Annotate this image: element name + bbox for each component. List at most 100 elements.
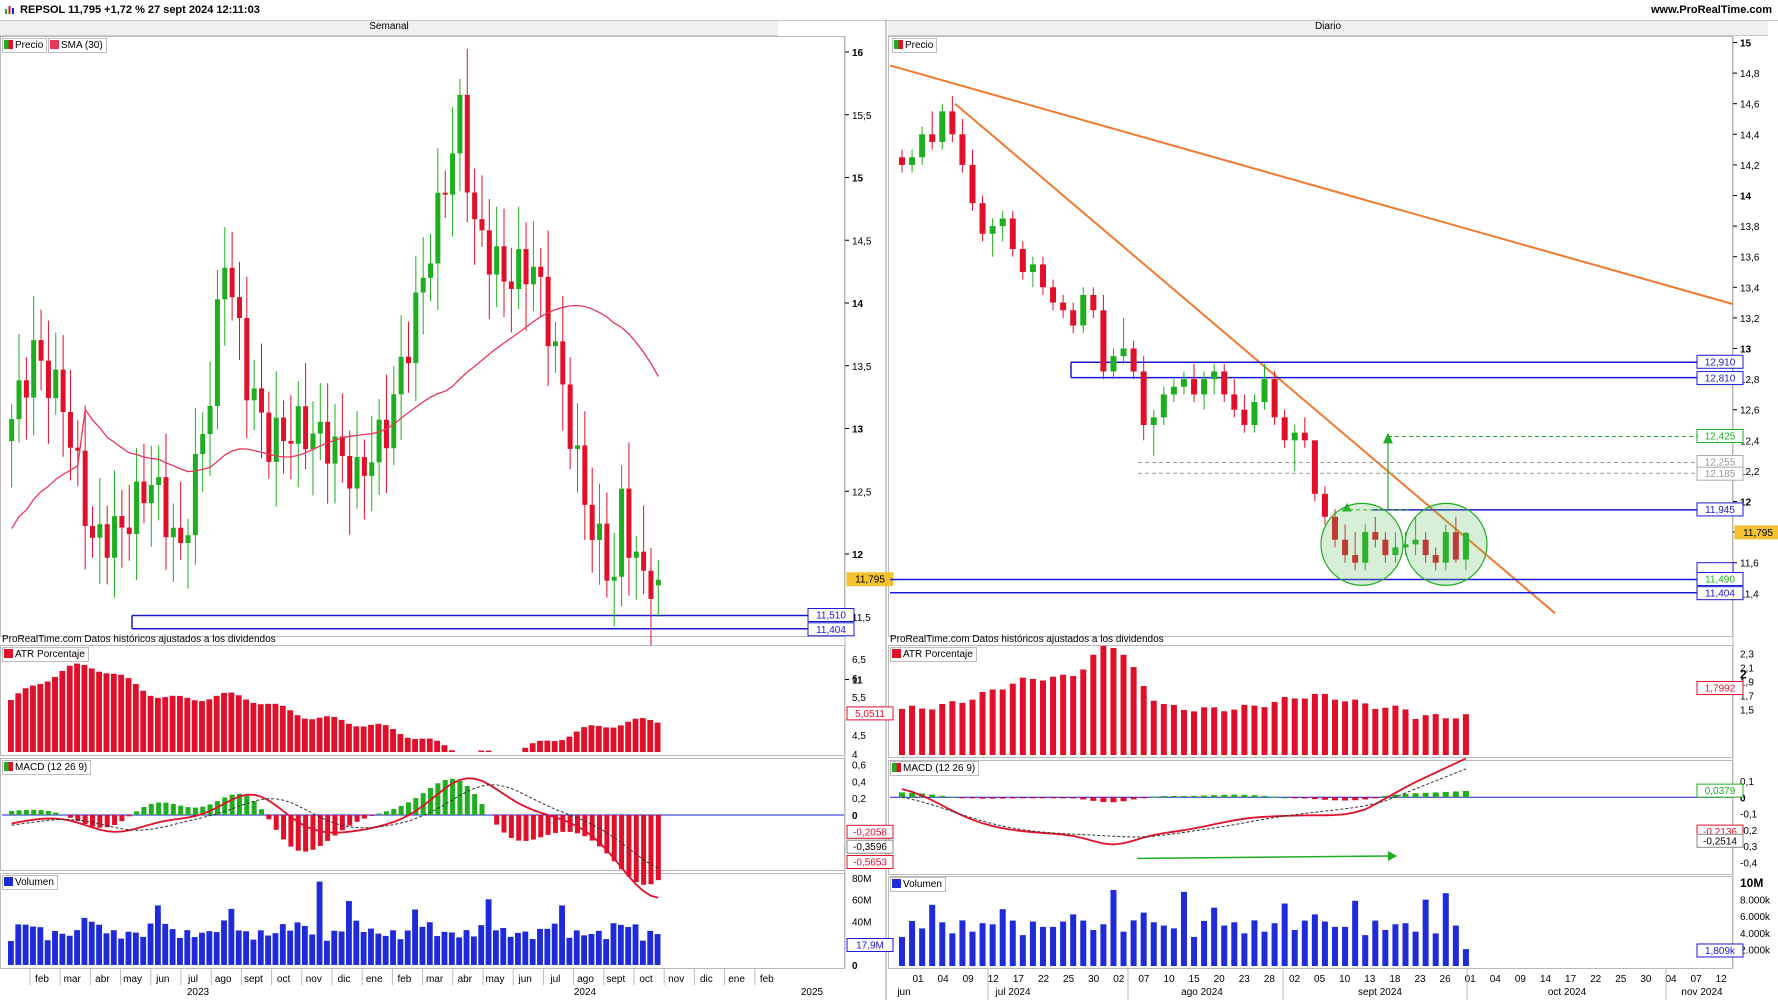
daily-candle-body	[1221, 371, 1228, 395]
right-atr-bar	[1271, 701, 1278, 755]
daily-candle-body	[1140, 371, 1147, 425]
right-day-label: 30	[1640, 974, 1652, 985]
left-atr-bar	[529, 743, 536, 752]
right-macd-histogram-bar	[1191, 795, 1198, 798]
right-volume-bar	[979, 923, 986, 966]
weekly-candle-body	[494, 246, 500, 275]
left-month-label: jun	[155, 974, 169, 985]
left-macd-value-3: -0,5653	[853, 857, 887, 868]
right-atr-bar	[1221, 711, 1228, 755]
right-tag-12910: 12,910	[1705, 357, 1736, 368]
right-volume-bar	[1211, 907, 1218, 966]
weekly-candle-body	[619, 488, 625, 577]
right-legend-price[interactable]: Precio	[892, 38, 938, 53]
left-month-label: nov	[306, 974, 322, 985]
right-atr-bar	[929, 709, 936, 755]
left-volume-bar	[81, 917, 88, 965]
weekly-candle-body	[589, 504, 595, 540]
right-volume-bar	[1392, 924, 1399, 966]
left-legend-sma[interactable]: SMA (30)	[48, 38, 107, 53]
left-volume-value: 17,9M	[856, 940, 884, 951]
left-macd-label[interactable]: MACD (12 26 9)	[2, 760, 92, 775]
left-atr-bar	[448, 750, 455, 752]
left-volume-bar	[228, 908, 235, 965]
right-macd-tick-label: -0,1	[1740, 810, 1758, 821]
right-macd-histogram-bar	[979, 797, 986, 799]
right-macd-histogram-bar	[1251, 795, 1258, 798]
left-volume-bar	[125, 931, 132, 965]
right-day-label: 12	[1716, 974, 1728, 985]
left-macd-histogram-bar	[420, 793, 426, 815]
weekly-candle-body	[457, 94, 463, 154]
left-volume-bar	[434, 936, 441, 965]
left-macd-histogram-bar	[582, 815, 588, 837]
left-tag-last: 11,795	[855, 575, 885, 586]
left-macd-histogram-bar	[31, 809, 37, 815]
left-year-label: 2024	[574, 987, 597, 998]
left-legend-price[interactable]: Precio	[2, 38, 48, 53]
right-atr-bar	[1291, 698, 1298, 755]
left-atr-label[interactable]: ATR Porcentaje	[2, 647, 89, 662]
right-price-tick-label: 11,6	[1740, 559, 1759, 570]
right-volume-label[interactable]: Volumen	[890, 877, 946, 892]
left-atr-bar	[551, 741, 558, 752]
right-atr-bar	[1311, 693, 1318, 755]
right-atr-bar	[1332, 699, 1339, 755]
right-volume-bar	[1110, 890, 1117, 966]
right-macd-value-3-box	[1696, 833, 1744, 848]
right-atr-bar	[1281, 696, 1288, 755]
right-atr-bar	[1241, 704, 1248, 755]
left-volume-bar	[169, 929, 176, 965]
left-macd-histogram-bar	[82, 815, 88, 825]
right-day-label: 04	[1665, 974, 1677, 985]
left-atr-bar	[566, 736, 573, 752]
left-volume-bar	[368, 928, 374, 965]
right-volume-tick-label: 10M	[1740, 876, 1763, 890]
left-macd-histogram-bar	[119, 815, 125, 822]
right-atr-bar	[1191, 711, 1198, 755]
weekly-candle-body	[450, 153, 456, 195]
right-atr-label[interactable]: ATR Porcentaje	[890, 647, 977, 662]
left-volume-bar	[44, 940, 51, 965]
weekly-candle-body	[655, 579, 661, 586]
right-day-label: 20	[1214, 974, 1226, 985]
left-volume-bar	[30, 926, 36, 965]
left-atr-bar	[316, 717, 323, 752]
left-volume-label[interactable]: Volumen	[2, 875, 58, 890]
left-volume-bar	[559, 905, 565, 965]
right-volume-bar	[1039, 926, 1046, 966]
left-macd-histogram-bar	[163, 802, 169, 815]
left-tag-11510-box	[807, 607, 855, 622]
left-volume-bar	[537, 928, 543, 965]
brand-link[interactable]: www.ProRealTime.com	[1650, 4, 1772, 16]
right-volume-bar	[1291, 929, 1298, 966]
price-swatch-icon	[4, 40, 13, 49]
right-macd-histogram-bar	[1080, 797, 1087, 800]
left-tag-11404-box	[807, 622, 855, 637]
left-price-tick-label: 12,5	[852, 487, 872, 498]
right-volume-bar	[1060, 921, 1067, 966]
right-volume-bar	[1050, 926, 1057, 966]
right-macd-histogram-bar	[899, 792, 905, 798]
right-day-label: 02	[1289, 974, 1301, 985]
weekly-candle-body	[82, 450, 88, 527]
left-atr-bar	[346, 723, 352, 752]
daily-candle-body	[939, 111, 946, 142]
left-volume-bar	[88, 921, 95, 965]
right-volume-bar	[939, 922, 946, 966]
weekly-candle-body	[479, 219, 485, 231]
right-atr-bar	[1180, 709, 1187, 755]
right-volume-bar	[1301, 920, 1308, 966]
right-macd-label[interactable]: MACD (12 26 9)	[890, 761, 980, 776]
right-atr-bar	[1039, 680, 1046, 755]
right-atr-bar	[899, 708, 905, 755]
right-tag-12425: 12,425	[1705, 431, 1736, 442]
weekly-candle-body	[97, 524, 103, 538]
macd-swatch-icon	[4, 762, 13, 771]
right-macd-histogram-bar	[1029, 797, 1036, 799]
right-macd-histogram-bar	[1211, 795, 1218, 798]
left-macd-histogram-bar	[273, 815, 279, 830]
left-tag-11404: 11,404	[816, 625, 846, 636]
right-macd-histogram-bar	[1271, 796, 1278, 798]
